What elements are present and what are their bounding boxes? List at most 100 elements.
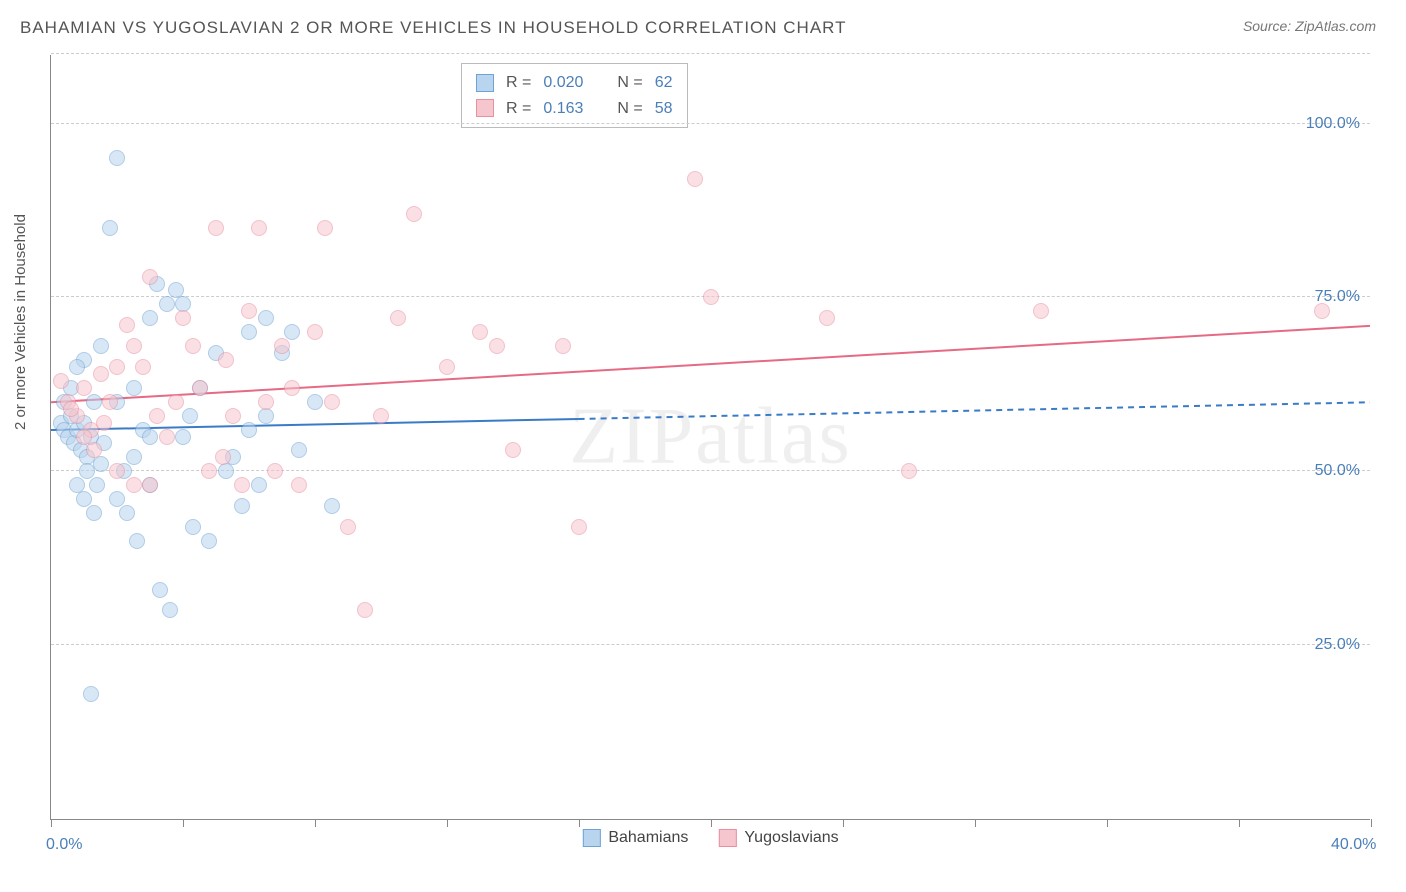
x-tick: [1239, 819, 1240, 827]
legend-item: Bahamians: [582, 829, 688, 847]
data-point: [819, 310, 835, 326]
n-value: 58: [655, 96, 673, 122]
r-label: R =: [506, 96, 531, 122]
data-point: [102, 394, 118, 410]
data-point: [357, 602, 373, 618]
legend-stats: R = 0.020 N = 62 R = 0.163 N = 58: [461, 63, 688, 128]
legend-stat-row: R = 0.020 N = 62: [476, 70, 673, 96]
r-value: 0.020: [543, 70, 583, 96]
data-point: [251, 220, 267, 236]
x-tick: [51, 819, 52, 827]
n-value: 62: [655, 70, 673, 96]
data-point: [192, 380, 208, 396]
data-point: [182, 408, 198, 424]
data-point: [175, 429, 191, 445]
data-point: [1033, 303, 1049, 319]
y-tick-label: 25.0%: [1315, 636, 1360, 654]
data-point: [159, 429, 175, 445]
data-point: [703, 289, 719, 305]
data-point: [185, 338, 201, 354]
data-point: [142, 477, 158, 493]
data-point: [218, 352, 234, 368]
data-point: [175, 310, 191, 326]
legend-stat-row: R = 0.163 N = 58: [476, 96, 673, 122]
legend-swatch: [476, 74, 494, 92]
data-point: [505, 442, 521, 458]
data-point: [76, 380, 92, 396]
legend-item: Yugoslavians: [718, 829, 838, 847]
data-point: [89, 477, 105, 493]
legend-label: Yugoslavians: [744, 829, 838, 847]
data-point: [168, 394, 184, 410]
data-point: [76, 429, 92, 445]
x-tick: [711, 819, 712, 827]
n-label: N =: [617, 96, 642, 122]
data-point: [126, 477, 142, 493]
data-point: [126, 380, 142, 396]
data-point: [76, 491, 92, 507]
data-point: [96, 415, 112, 431]
data-point: [324, 498, 340, 514]
x-tick: [1107, 819, 1108, 827]
data-point: [571, 519, 587, 535]
data-point: [390, 310, 406, 326]
data-point: [258, 310, 274, 326]
data-point: [109, 463, 125, 479]
x-tick: [1371, 819, 1372, 827]
data-point: [258, 408, 274, 424]
gridline: [51, 53, 1370, 54]
data-point: [79, 463, 95, 479]
data-point: [93, 366, 109, 382]
data-point: [86, 505, 102, 521]
data-point: [307, 394, 323, 410]
r-value: 0.163: [543, 96, 583, 122]
x-tick: [843, 819, 844, 827]
data-point: [1314, 303, 1330, 319]
data-point: [102, 220, 118, 236]
data-point: [225, 408, 241, 424]
data-point: [185, 519, 201, 535]
data-point: [489, 338, 505, 354]
data-point: [324, 394, 340, 410]
data-point: [159, 296, 175, 312]
data-point: [63, 401, 79, 417]
x-tick-label: 0.0%: [46, 836, 82, 854]
data-point: [149, 408, 165, 424]
data-point: [251, 477, 267, 493]
data-point: [208, 220, 224, 236]
data-point: [109, 150, 125, 166]
data-point: [340, 519, 356, 535]
data-point: [555, 338, 571, 354]
x-tick: [579, 819, 580, 827]
data-point: [215, 449, 231, 465]
source-label: Source: ZipAtlas.com: [1243, 18, 1376, 34]
data-point: [162, 602, 178, 618]
legend-series: Bahamians Yugoslavians: [582, 829, 838, 847]
data-point: [135, 359, 151, 375]
legend-swatch: [476, 99, 494, 117]
y-axis-label: 2 or more Vehicles in Household: [12, 214, 29, 430]
data-point: [218, 463, 234, 479]
gridline: [51, 123, 1370, 124]
x-tick: [183, 819, 184, 827]
data-point: [267, 463, 283, 479]
data-point: [142, 310, 158, 326]
x-tick: [975, 819, 976, 827]
watermark: ZIPatlas: [569, 392, 852, 483]
y-tick-label: 50.0%: [1315, 462, 1360, 480]
data-point: [142, 429, 158, 445]
data-point: [126, 338, 142, 354]
n-label: N =: [617, 70, 642, 96]
legend-swatch: [718, 829, 736, 847]
r-label: R =: [506, 70, 531, 96]
data-point: [69, 359, 85, 375]
gridline: [51, 470, 1370, 471]
data-point: [126, 449, 142, 465]
data-point: [69, 477, 85, 493]
data-point: [142, 269, 158, 285]
data-point: [291, 442, 307, 458]
data-point: [373, 408, 389, 424]
data-point: [241, 422, 257, 438]
data-point: [53, 373, 69, 389]
data-point: [439, 359, 455, 375]
